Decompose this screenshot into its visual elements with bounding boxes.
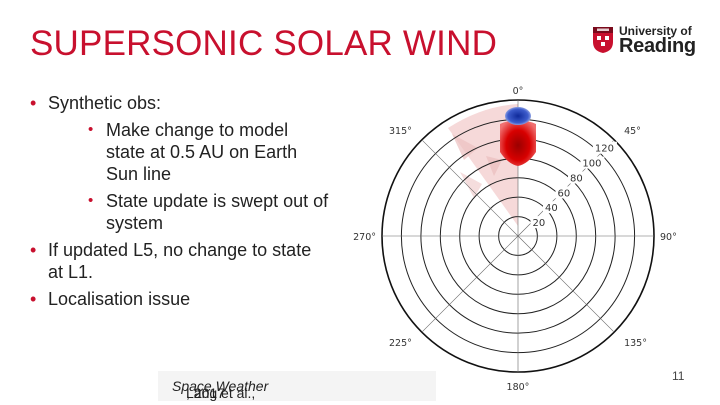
angular-spoke [421, 139, 519, 237]
logo-line-1: University of [619, 24, 692, 38]
bullet-item: Synthetic obs: [30, 92, 330, 114]
angular-spoke [421, 235, 519, 333]
radial-label-background [568, 171, 585, 184]
bullet-text: State update is swept out of system [106, 191, 329, 233]
university-crest-icon [593, 27, 613, 53]
positive-increment-blob [500, 120, 536, 166]
citation: Lang et al., Space Weather, 2017 [158, 371, 436, 401]
citation-journal: Space Weather [172, 378, 269, 394]
radial-tick-label: 80 [570, 174, 583, 185]
angle-tick-label: 135° [624, 338, 647, 349]
radial-label-background [592, 141, 617, 154]
analysis-increment [500, 107, 536, 166]
slide-title: SUPERSONIC SOLAR WIND [30, 24, 498, 63]
bullet-list: Synthetic obs: Make change to model stat… [30, 92, 330, 315]
radial-label-background [580, 156, 605, 169]
page-number: 11 [672, 369, 685, 383]
bullet-item: If updated L5, no change to state at L1. [30, 239, 330, 283]
angle-tick-label: 225° [389, 338, 412, 349]
angle-tick-label: 270° [353, 232, 376, 243]
radial-label-background [555, 186, 573, 199]
radial-label-background [530, 216, 548, 229]
radial-tick-label: 120 [595, 144, 614, 155]
angle-tick-labels: 0° 45° 90° 135° 180° 225° 270° 315° [353, 86, 677, 393]
angle-tick-label: 315° [389, 126, 412, 137]
citation-authors: Lang et al., [186, 385, 256, 401]
logo-line-2: Reading [619, 35, 696, 57]
negative-increment-blob [505, 107, 531, 125]
sub-bullet-item: State update is swept out of system [30, 190, 330, 234]
radial-tick-label: 60 [558, 188, 571, 199]
bullet-text: Localisation issue [48, 289, 191, 309]
angular-spoke [517, 235, 615, 333]
bullet-text: Synthetic obs: [48, 93, 162, 113]
radial-tick-label: 20 [533, 218, 546, 229]
radial-tick-label: 100 [582, 159, 601, 170]
bullet-text: Make change to model state at 0.5 AU on … [106, 120, 298, 184]
angle-tick-label: 45° [624, 126, 641, 137]
angle-tick-label: 180° [507, 382, 530, 393]
bullet-item: Localisation issue [30, 288, 330, 310]
radial-tick-label: 40 [545, 203, 558, 214]
citation-text: Lang et al., Space Weather, 2017 [172, 378, 269, 401]
university-logo: University of Reading [592, 24, 696, 58]
bullet-text: If updated L5, no change to state at L1. [48, 240, 312, 282]
radial-label-background [543, 201, 560, 214]
angle-tick-label: 90° [660, 232, 677, 243]
angle-tick-label: 0° [513, 86, 524, 97]
sub-bullet-item: Make change to model state at 0.5 AU on … [30, 119, 330, 185]
citation-year: , 2017 [186, 385, 225, 401]
